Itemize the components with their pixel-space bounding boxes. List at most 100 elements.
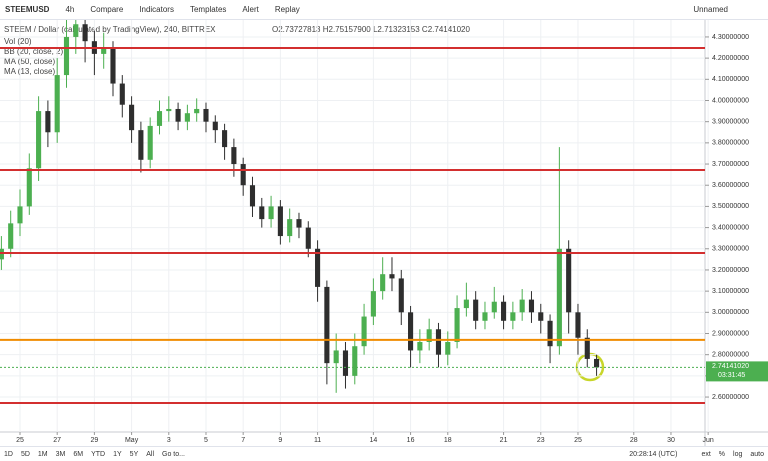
candle-body [110,47,116,84]
option-button[interactable]: ext [701,450,711,458]
ohlc-readout: O2.73727813 H2.75157900 L2.71323153 C2.7… [272,25,471,34]
layout-name[interactable]: Unnamed [693,5,728,14]
x-tick-label: 21 [500,437,508,444]
candle-body [175,108,181,122]
candle-body [380,274,386,292]
candle-body [463,299,469,309]
candle-body [305,227,311,249]
x-tick-label: 28 [630,437,638,444]
toolbar-button[interactable]: Compare [90,5,124,14]
candle-body [249,185,256,207]
candle-body [491,301,497,313]
range-button[interactable]: 1Y [113,450,122,458]
range-button[interactable]: 3M [55,450,66,458]
candle-body [73,24,79,37]
candle-body [361,316,367,347]
candle-body [296,219,302,228]
candle-body [547,320,553,347]
candle-body [268,206,274,220]
y-tick-label: 4.00000000 [712,97,749,104]
candle-body [333,350,339,364]
option-button[interactable]: auto [750,450,764,458]
toolbar-button[interactable]: Replay [274,5,300,14]
candle-body [101,47,107,54]
x-tick-label: 14 [369,437,377,444]
x-tick-label: 27 [53,437,61,444]
indicator-label[interactable]: BB (20, close, 2) [4,47,63,56]
toolbar-button[interactable]: Templates [189,5,227,14]
candle-body [147,125,153,160]
y-tick-label: 3.20000000 [712,267,749,274]
y-tick-label: 3.90000000 [712,119,749,126]
candle-body [212,121,218,131]
indicator-label[interactable]: Vol (20) [4,37,32,46]
candle-body [426,329,432,342]
x-tick-label: 5 [204,437,208,444]
candle-body [156,111,163,126]
y-tick-label: 3.60000000 [712,182,749,189]
candle-body [538,312,544,321]
y-tick-label: 4.20000000 [712,55,749,62]
candle-body [17,206,23,224]
y-tick-label: 3.10000000 [712,288,749,295]
toolbar: STEEMUSD 4h Compare Indicators Templates… [0,0,768,20]
last-price-label: 2.74141020 [712,363,749,370]
candle-body [389,274,395,279]
chart: STEEM / Dollar (calculated by TradingVie… [0,20,768,446]
toolbar-button[interactable]: Indicators [139,5,174,14]
x-tick-label: 29 [90,437,98,444]
candle-body [519,299,525,313]
candle-body [398,278,404,313]
range-button[interactable]: 6M [73,450,84,458]
grid [0,20,709,432]
x-tick-label: 30 [667,437,675,444]
candle-body [454,308,460,342]
y-tick-label: 3.70000000 [712,161,749,168]
candle-body [259,206,265,220]
goto-button[interactable]: Go to... [162,450,185,458]
range-button[interactable]: 1M [37,450,48,458]
range-button[interactable]: All [146,450,155,458]
candle-body [138,130,144,160]
y-tick-label: 4.30000000 [712,34,749,41]
candle-body [342,350,349,376]
chart-title: STEEM / Dollar (calculated by TradingVie… [4,25,216,34]
candle-body [501,301,507,321]
candle-body [240,164,246,186]
candle-body [45,111,51,133]
clock: 20:28:14 (UTC) [629,450,678,458]
range-button[interactable]: 1D [4,450,13,458]
y-tick-label: 3.50000000 [712,203,749,210]
y-tick-label: 3.30000000 [712,246,749,253]
candle-body [566,248,572,313]
bottom-toolbar: 1D 5D 1M 3M 6M YTD 1Y 5Y All Go to... 20… [0,446,768,461]
x-tick-label: 7 [241,437,245,444]
interval[interactable]: 4h [65,5,75,14]
symbol[interactable]: STEEMUSD [5,5,50,14]
range-button[interactable]: 5D [20,450,30,458]
range-button[interactable]: YTD [91,450,106,458]
candle-body [556,248,562,347]
candle-body [594,358,600,368]
candles [0,20,600,393]
y-tick-label: 2.60000000 [712,394,749,401]
y-tick-label: 4.10000000 [712,76,749,83]
option-button[interactable]: log [733,450,743,458]
candle-body [584,337,590,359]
candle-body [473,299,479,321]
candle-body [277,206,283,237]
candle-body [352,346,358,376]
indicator-label[interactable]: MA (13, close) [4,67,55,76]
candle-body [445,341,451,355]
toolbar-button[interactable]: Alert [242,5,259,14]
candle-body [370,291,376,317]
candle-body [528,299,535,313]
option-button[interactable]: % [718,450,726,458]
candle-body [194,108,200,114]
x-tick-label: 25 [574,437,582,444]
indicator-label[interactable]: MA (50, close) [4,57,55,66]
x-tick-label: 3 [167,437,171,444]
range-button[interactable]: 5Y [129,450,139,458]
candle-body [417,341,423,351]
